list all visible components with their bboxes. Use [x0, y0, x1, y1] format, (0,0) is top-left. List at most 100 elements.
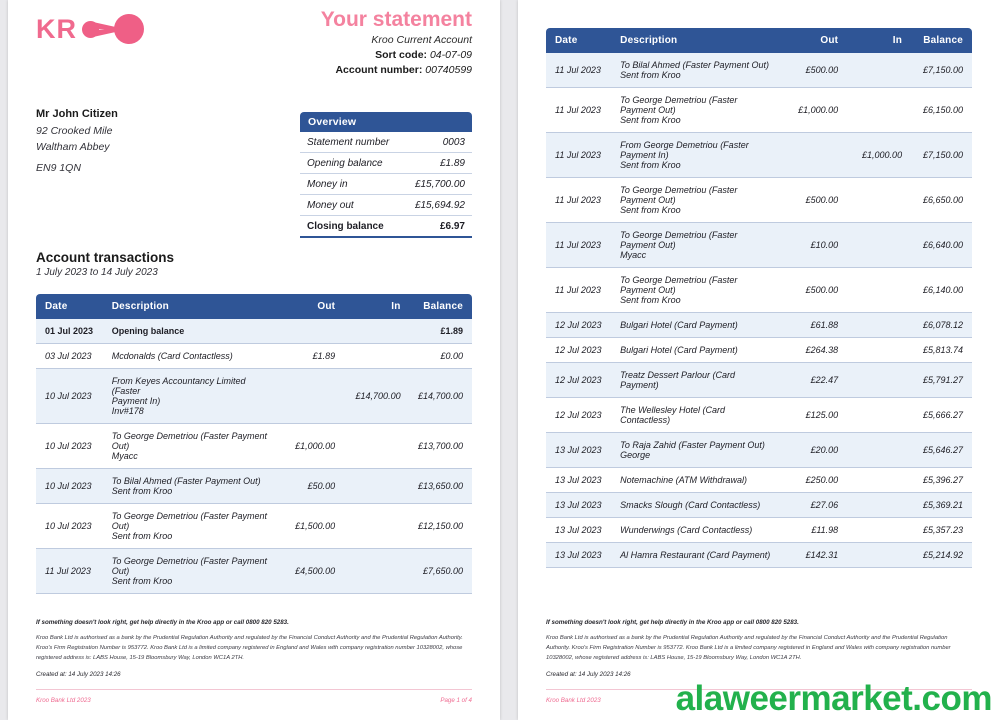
cell-in: [844, 87, 909, 133]
cell-description: To George Demetriou (Faster Payment Out)…: [614, 267, 781, 313]
cell-description: Mcdonalds (Card Contactless): [105, 343, 276, 369]
table-row[interactable]: 11 Jul 2023 To George Demetriou (Faster P…: [36, 548, 472, 594]
cell-out: £264.38: [780, 337, 845, 363]
table-row[interactable]: 12 Jul 2023 The Wellesley Hotel (Card Con…: [546, 397, 972, 433]
cell-description: To George Demetriou (Faster Payment Out)…: [614, 222, 781, 268]
footer-help-text: If something doesn't look right, get hel…: [36, 618, 289, 626]
product-name: Kroo Current Account: [371, 34, 472, 47]
cell-in: [844, 517, 909, 543]
cell-in: [341, 468, 407, 504]
col-balance[interactable]: Balance: [908, 28, 972, 53]
col-date[interactable]: Date: [36, 294, 106, 319]
cell-out: £27.06: [780, 492, 845, 518]
col-description[interactable]: Description: [105, 294, 276, 319]
cell-description: To Bilal Ahmed (Faster Payment Out) Sent …: [105, 468, 276, 504]
cell-date: 01 Jul 2023: [36, 319, 106, 344]
table-row[interactable]: 10 Jul 2023 From Keyes Accountancy Limite…: [36, 368, 472, 424]
cell-in: [844, 177, 909, 223]
cell-date: 13 Jul 2023: [546, 517, 615, 543]
table-row[interactable]: 13 Jul 2023 To Raja Zahid (Faster Payment…: [546, 432, 972, 468]
table-row[interactable]: 12 Jul 2023 Bulgari Hotel (Card Payment) £…: [546, 337, 972, 363]
table-row[interactable]: 10 Jul 2023 To George Demetriou (Faster P…: [36, 423, 472, 469]
footer-copyright: Kroo Bank Ltd 2023: [546, 697, 601, 704]
table-header-row: Date Description Out In Balance: [546, 28, 972, 53]
cell-description: To George Demetriou (Faster Payment Out)…: [614, 87, 781, 133]
table-row[interactable]: 11 Jul 2023 To Bilal Ahmed (Faster Paymen…: [546, 53, 972, 88]
table-row[interactable]: 13 Jul 2023 Wunderwings (Card Contactless…: [546, 517, 972, 543]
table-row[interactable]: 13 Jul 2023 Notemachine (ATM Withdrawal) £…: [546, 467, 972, 493]
table-row[interactable]: 10 Jul 2023 To George Demetriou (Faster P…: [36, 503, 472, 549]
cell-description: To Raja Zahid (Faster Payment Out) George: [614, 432, 781, 468]
cell-description: To George Demetriou (Faster Payment Out)…: [105, 503, 276, 549]
table-row[interactable]: 13 Jul 2023 Smacks Slough (Card Contactle…: [546, 492, 972, 518]
table-row[interactable]: 13 Jul 2023 Al Hamra Restaurant (Card Pay…: [546, 542, 972, 568]
overview-row-value: 0003: [442, 137, 465, 148]
table-row[interactable]: 10 Jul 2023 To Bilal Ahmed (Faster Paymen…: [36, 468, 472, 504]
table-row[interactable]: 11 Jul 2023 To George Demetriou (Faster P…: [546, 267, 972, 313]
footer-copyright: Kroo Bank Ltd 2023: [36, 697, 91, 704]
cell-date: 10 Jul 2023: [36, 368, 106, 424]
table-row[interactable]: 11 Jul 2023 From George Demetriou (Faster…: [546, 132, 972, 178]
col-date[interactable]: Date: [546, 28, 615, 53]
cell-in: [844, 362, 909, 398]
col-description[interactable]: Description: [614, 28, 781, 53]
table-row[interactable]: 11 Jul 2023 To George Demetriou (Faster P…: [546, 87, 972, 133]
transactions-table-page1: Date Description Out In Balance 01 Jul 2…: [36, 294, 472, 594]
cell-balance: £5,369.21: [908, 492, 972, 518]
cell-balance: £6,640.00: [908, 222, 972, 268]
table-body: 11 Jul 2023 To Bilal Ahmed (Faster Paymen…: [546, 53, 972, 568]
table-header: Date Description Out In Balance: [546, 28, 972, 53]
cell-balance: £0.00: [406, 343, 472, 369]
address-line-2: Waltham Abbey: [36, 140, 110, 153]
cell-description: To George Demetriou (Faster Payment Out)…: [614, 177, 781, 223]
table-row[interactable]: 12 Jul 2023 Treatz Dessert Parlour (Card …: [546, 362, 972, 398]
page-title: Your statement: [320, 8, 472, 31]
section-title: Account transactions: [36, 250, 175, 265]
cell-balance: £13,700.00: [406, 423, 472, 469]
col-in[interactable]: In: [844, 28, 909, 53]
cell-out: £500.00: [780, 53, 845, 88]
cell-out: £125.00: [780, 397, 845, 433]
cell-balance: £6,150.00: [908, 87, 972, 133]
cell-date: 10 Jul 2023: [36, 503, 106, 549]
overview-row-label: Money out: [307, 200, 354, 211]
cell-date: 12 Jul 2023: [546, 337, 615, 363]
col-out[interactable]: Out: [780, 28, 845, 53]
table-row[interactable]: 12 Jul 2023 Bulgari Hotel (Card Payment) £…: [546, 312, 972, 338]
table-row[interactable]: 03 Jul 2023 Mcdonalds (Card Contactless) £…: [36, 343, 472, 369]
cell-out: £10.00: [780, 222, 845, 268]
cell-balance: £5,357.23: [908, 517, 972, 543]
cell-date: 10 Jul 2023: [36, 423, 106, 469]
table-row[interactable]: 11 Jul 2023 To George Demetriou (Faster P…: [546, 222, 972, 268]
sort-code-value: 04-07-09: [429, 49, 472, 62]
cell-date: 11 Jul 2023: [546, 87, 615, 133]
table-row[interactable]: 11 Jul 2023 To George Demetriou (Faster P…: [546, 177, 972, 223]
col-balance[interactable]: Balance: [406, 294, 472, 319]
cell-date: 13 Jul 2023: [546, 492, 615, 518]
cell-date: 12 Jul 2023: [546, 312, 615, 338]
table-header-row: Date Description Out In Balance: [36, 294, 472, 319]
transactions-section-header: Account transactions 1 July 2023 to 14 J…: [36, 250, 174, 278]
overview-row-value: £6.97: [439, 221, 465, 232]
col-in[interactable]: In: [341, 294, 407, 319]
cell-balance: £12,150.00: [406, 503, 472, 549]
cell-balance: £6,078.12: [908, 312, 972, 338]
cell-balance: £1.89: [406, 319, 472, 344]
overview-row: Money out £15,694.92: [300, 195, 472, 216]
table-body: 01 Jul 2023 Opening balance £1.89 03 Jul 20…: [36, 319, 472, 594]
cell-out: £1,000.00: [780, 87, 845, 133]
cell-description: Bulgari Hotel (Card Payment): [614, 337, 781, 363]
footer-legal-text: Kroo Bank Ltd is authorised as a bank by…: [546, 634, 951, 661]
transactions-table-page1-wrapper: Date Description Out In Balance 01 Jul 2…: [36, 294, 472, 594]
cell-balance: £13,650.00: [406, 468, 472, 504]
table-row[interactable]: 01 Jul 2023 Opening balance £1.89: [36, 319, 472, 344]
overview-row-closing-balance: Closing balance £6.97: [300, 216, 472, 238]
cell-balance: £5,666.27: [908, 397, 972, 433]
cell-date: 12 Jul 2023: [546, 397, 615, 433]
col-out[interactable]: Out: [275, 294, 342, 319]
cell-description: Notemachine (ATM Withdrawal): [614, 467, 781, 493]
cell-out: £50.00: [275, 468, 342, 504]
cell-in: [844, 53, 909, 88]
cell-balance: £6,650.00: [908, 177, 972, 223]
